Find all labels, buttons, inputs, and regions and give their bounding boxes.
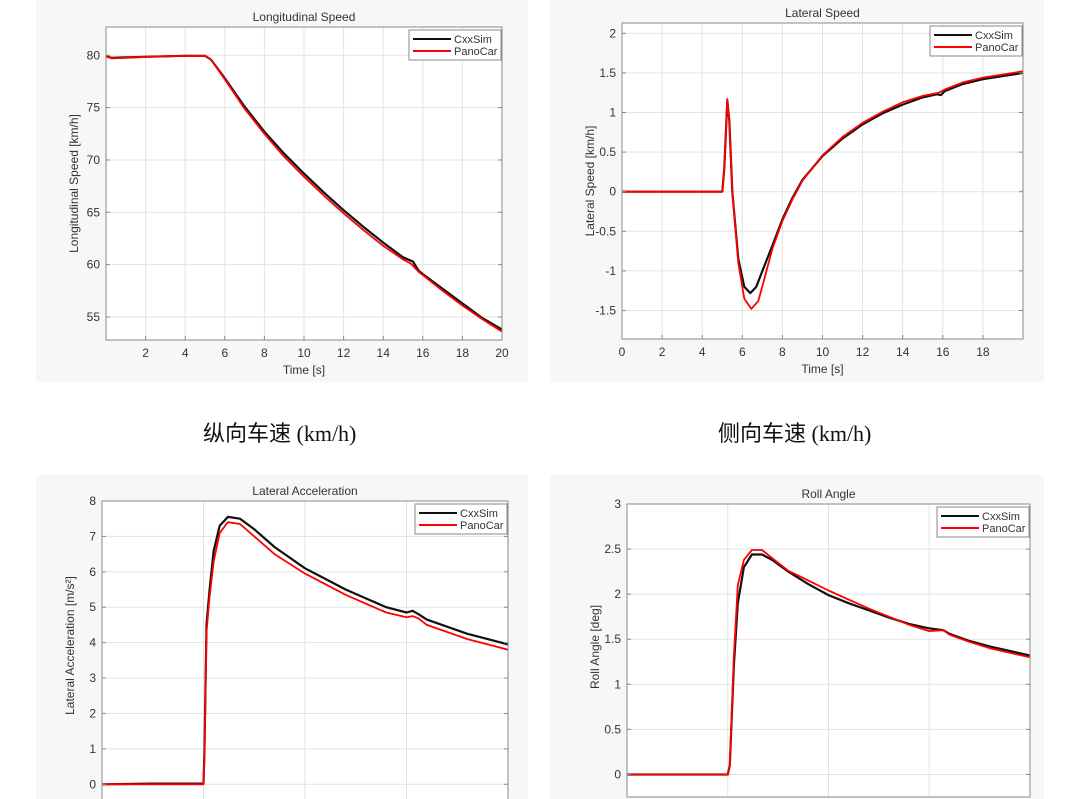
y-tick-label: 2: [89, 706, 96, 720]
y-tick-label: 70: [87, 153, 101, 167]
y-axis-label: Lateral Speed [km/h]: [583, 126, 597, 237]
y-tick-label: -1.5: [595, 303, 616, 317]
y-tick-label: 5: [89, 600, 96, 614]
y-tick-label: 2: [614, 587, 621, 601]
chart-title: Lateral Speed: [785, 6, 860, 20]
x-tick-label: 20: [495, 346, 509, 360]
y-tick-label: 3: [89, 671, 96, 685]
x-tick-label: 8: [779, 345, 786, 359]
chart-title: Longitudinal Speed: [253, 10, 356, 24]
y-tick-label: 75: [87, 101, 101, 115]
x-axis-label: Time [s]: [801, 362, 843, 376]
y-tick-label: 2: [609, 26, 616, 40]
y-tick-label: -1: [605, 264, 616, 278]
y-tick-label: 1.5: [604, 632, 621, 646]
x-tick-label: 14: [896, 345, 910, 359]
y-tick-label: 2.5: [604, 542, 621, 556]
y-tick-label: 65: [87, 205, 101, 219]
y-tick-label: -0.5: [595, 224, 616, 238]
series-line-panocar: [622, 70, 1023, 310]
y-tick-label: 8: [89, 494, 96, 508]
caption-lateral-speed: 侧向车速 (km/h): [718, 421, 872, 446]
legend-label-cxxsim: CxxSim: [454, 34, 492, 46]
x-tick-label: 12: [856, 345, 870, 359]
axes-box: [626, 503, 1031, 798]
chart-title: Roll Angle: [801, 487, 855, 501]
y-tick-label: 60: [87, 258, 101, 272]
caption-longitudinal-speed: 纵向车速 (km/h): [203, 421, 357, 446]
x-tick-label: 4: [182, 346, 189, 360]
legend-label-panocar: PanoCar: [982, 523, 1026, 535]
x-tick-label: 16: [936, 345, 950, 359]
legend-label-panocar: PanoCar: [454, 46, 498, 58]
x-tick-label: 18: [456, 346, 470, 360]
axes-box: [101, 500, 509, 799]
y-tick-label: 0: [609, 185, 616, 199]
x-tick-label: 14: [377, 346, 391, 360]
y-tick-label: 6: [89, 565, 96, 579]
x-tick-label: 6: [739, 345, 746, 359]
y-tick-label: 0.5: [599, 145, 616, 159]
x-tick-label: 2: [659, 345, 666, 359]
x-tick-label: 12: [337, 346, 351, 360]
y-axis-label: Roll Angle [deg]: [588, 605, 602, 689]
legend-label-panocar: PanoCar: [975, 42, 1019, 54]
y-tick-label: 1: [609, 105, 616, 119]
y-tick-label: 1: [89, 742, 96, 756]
legend-label-panocar: PanoCar: [460, 520, 504, 532]
x-tick-label: 8: [261, 346, 268, 360]
x-tick-label: 4: [699, 345, 706, 359]
y-tick-label: 4: [89, 636, 96, 650]
legend-label-cxxsim: CxxSim: [982, 511, 1020, 523]
y-tick-label: 7: [89, 529, 96, 543]
x-axis-label: Time [s]: [283, 363, 325, 377]
y-axis-label: Longitudinal Speed [km/h]: [67, 114, 81, 253]
chart-title: Lateral Acceleration: [252, 484, 357, 498]
x-tick-label: 0: [619, 345, 626, 359]
y-tick-label: 1: [614, 677, 621, 691]
y-axis-label: Lateral Acceleration [m/s²]: [63, 576, 77, 715]
x-tick-label: 2: [142, 346, 149, 360]
y-tick-label: 80: [87, 48, 101, 62]
legend-label-cxxsim: CxxSim: [975, 30, 1013, 42]
x-tick-label: 6: [221, 346, 228, 360]
y-tick-label: 3: [614, 497, 621, 511]
y-tick-label: 55: [87, 310, 101, 324]
y-tick-label: 0: [614, 767, 621, 781]
x-tick-label: 10: [816, 345, 830, 359]
legend-label-cxxsim: CxxSim: [460, 508, 498, 520]
y-tick-label: 1.5: [599, 66, 616, 80]
series-line-panocar: [102, 521, 508, 786]
series-line-panocar: [106, 54, 502, 333]
y-tick-label: 0: [89, 777, 96, 791]
x-tick-label: 16: [416, 346, 430, 360]
series-line-panocar: [627, 549, 1030, 776]
x-tick-label: 18: [976, 345, 990, 359]
y-tick-label: 0.5: [604, 722, 621, 736]
x-tick-label: 10: [297, 346, 311, 360]
